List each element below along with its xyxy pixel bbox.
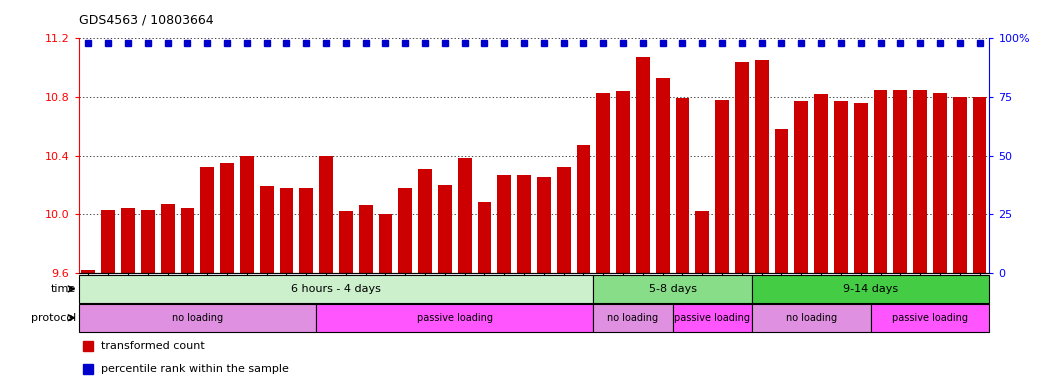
Bar (497, 175, 511, 273)
Bar (953, 97, 966, 273)
Text: no loading: no loading (607, 313, 659, 323)
Bar (339, 211, 353, 273)
Bar (834, 101, 848, 273)
Bar (220, 163, 233, 273)
Bar (79, 304, 316, 331)
Bar (260, 186, 273, 273)
Text: protocol: protocol (31, 313, 76, 323)
Bar (160, 204, 175, 273)
Bar (795, 101, 808, 273)
Bar (616, 91, 630, 273)
Text: 5-8 days: 5-8 days (648, 284, 696, 294)
Bar (398, 188, 413, 273)
Bar (458, 159, 471, 273)
Bar (141, 210, 155, 273)
Text: 9-14 days: 9-14 days (843, 284, 898, 294)
Text: no loading: no loading (172, 313, 223, 323)
Text: transformed count: transformed count (102, 341, 205, 351)
Bar (102, 210, 115, 273)
Bar (379, 214, 393, 273)
Bar (438, 185, 452, 273)
Bar (121, 208, 135, 273)
Bar (200, 167, 215, 273)
Bar (853, 103, 868, 273)
Bar (319, 156, 333, 273)
Bar (240, 156, 253, 273)
Bar (597, 93, 610, 273)
Text: passive loading: passive loading (674, 313, 751, 323)
Bar (715, 100, 729, 273)
Text: percentile rank within the sample: percentile rank within the sample (102, 364, 289, 374)
Bar (537, 177, 551, 273)
Bar (655, 78, 670, 273)
Bar (180, 208, 195, 273)
Text: 6 hours - 4 days: 6 hours - 4 days (291, 284, 381, 294)
Text: GDS4563 / 10803664: GDS4563 / 10803664 (79, 14, 214, 27)
Bar (933, 93, 946, 273)
Bar (557, 167, 571, 273)
Bar (477, 202, 491, 273)
Bar (973, 97, 986, 273)
Text: no loading: no loading (785, 313, 837, 323)
Bar (672, 304, 752, 331)
Text: passive loading: passive loading (417, 313, 493, 323)
Bar (815, 94, 828, 273)
Text: time: time (51, 284, 76, 294)
Bar (755, 60, 768, 273)
Bar (735, 62, 749, 273)
Bar (82, 270, 95, 273)
Bar (418, 169, 432, 273)
Bar (636, 58, 650, 273)
Bar (577, 145, 591, 273)
Bar (280, 188, 293, 273)
Bar (873, 89, 888, 273)
Bar (752, 275, 989, 303)
Bar (695, 211, 709, 273)
Bar (893, 89, 908, 273)
Bar (871, 304, 989, 331)
Bar (775, 129, 788, 273)
Bar (913, 89, 927, 273)
Bar (299, 188, 313, 273)
Bar (594, 275, 752, 303)
Bar (79, 275, 594, 303)
Bar (594, 304, 672, 331)
Bar (675, 98, 689, 273)
Text: passive loading: passive loading (892, 313, 968, 323)
Bar (752, 304, 871, 331)
Bar (517, 175, 531, 273)
Bar (359, 205, 373, 273)
Bar (316, 304, 594, 331)
